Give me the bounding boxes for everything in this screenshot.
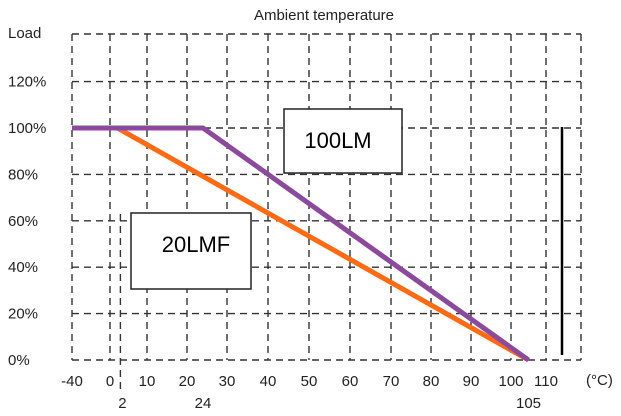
y-tick-labels: 0% 20% 40% 60% 80% 100% 120% — [8, 74, 46, 369]
label-box-20lmf — [130, 212, 252, 290]
label-100lm: 100LM — [304, 128, 371, 153]
x-extra-label: 2 — [118, 395, 126, 412]
y-axis-label: Load — [8, 25, 41, 42]
x-tick-label: 20 — [179, 373, 196, 390]
label-box-100lm — [283, 108, 403, 174]
annotations: 100LM 20LMF — [130, 108, 403, 290]
x-tick-label: 100 — [498, 373, 523, 390]
x-tick-labels: -40 0 10 20 30 40 50 60 70 80 90 100 110 — [61, 373, 558, 390]
series-group — [72, 125, 530, 363]
x-extra-label: 105 — [516, 395, 541, 412]
x-extra-label: 24 — [195, 395, 212, 412]
y-tick-label: 60% — [8, 213, 38, 230]
x-tick-label: 110 — [534, 373, 558, 390]
x-tick-label: 0 — [106, 373, 114, 390]
x-axis-unit: (°C) — [586, 372, 613, 389]
series-line-100lm — [72, 125, 530, 363]
y-tick-label: 120% — [8, 74, 46, 91]
x-tick-label: 50 — [301, 373, 318, 390]
label-20lmf: 20LMF — [162, 232, 230, 257]
x-tick-label: 10 — [139, 373, 156, 390]
x-tick-label: 70 — [383, 373, 400, 390]
x-extra-labels: 2 24 105 — [118, 395, 541, 412]
y-tick-label: 100% — [8, 120, 46, 137]
x-tick-label: 80 — [423, 373, 440, 390]
x-tick-label: 60 — [342, 373, 359, 390]
x-tick-label: 30 — [219, 373, 236, 390]
x-tick-label: 90 — [463, 373, 480, 390]
chart-title: Ambient temperature — [254, 7, 394, 24]
x-tick-label: 40 — [260, 373, 277, 390]
y-tick-label: 20% — [8, 306, 38, 323]
y-tick-label: 80% — [8, 166, 38, 183]
y-tick-label: 0% — [8, 352, 30, 369]
y-tick-label: 40% — [8, 259, 38, 276]
x-tick-label: -40 — [61, 373, 83, 390]
